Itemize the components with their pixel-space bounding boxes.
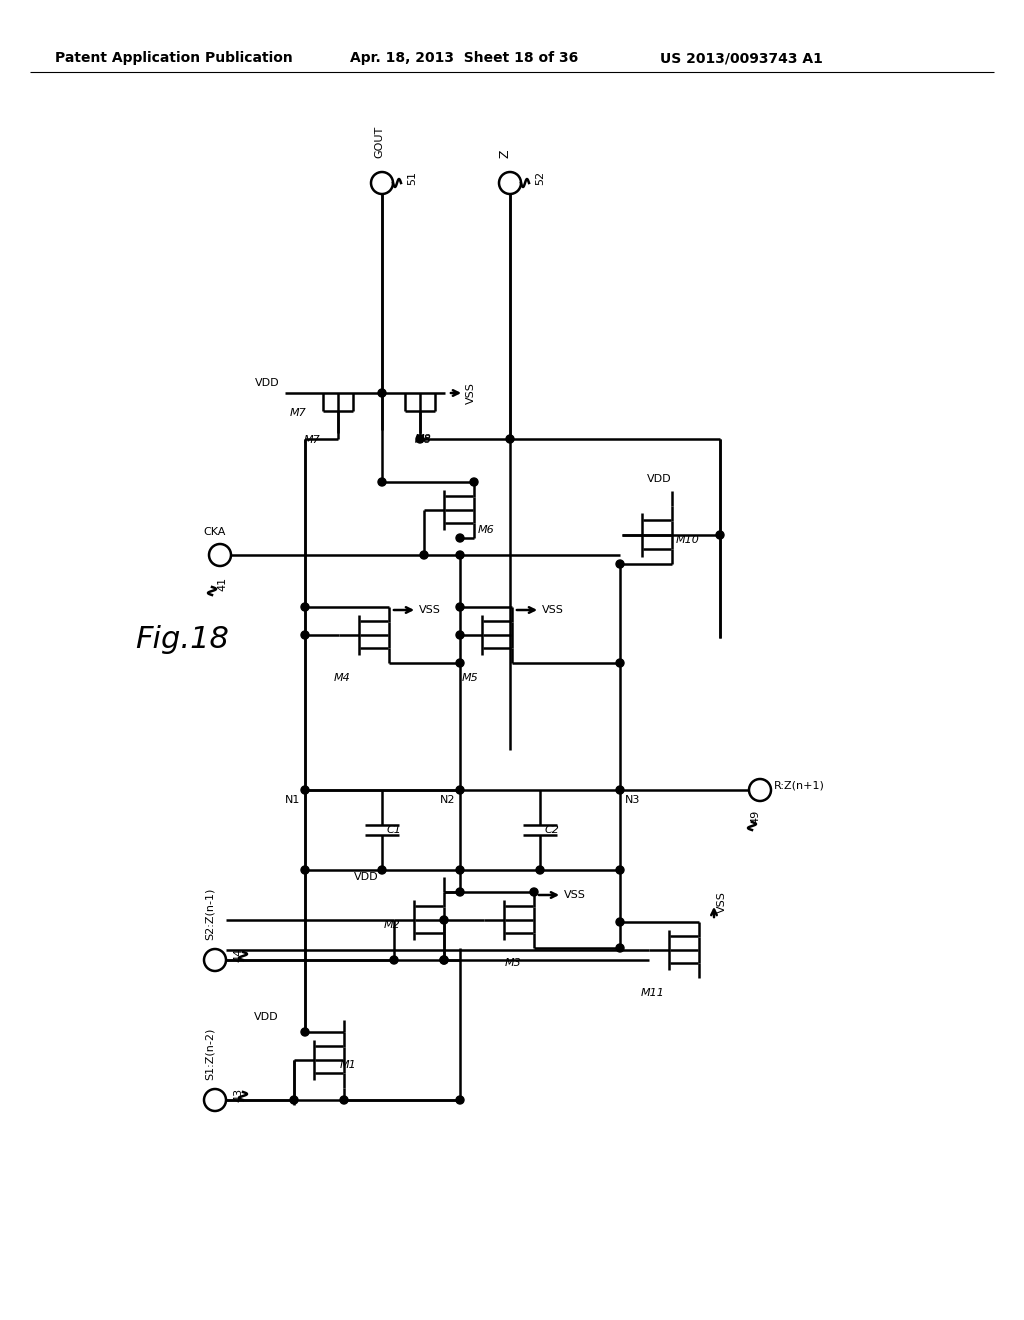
Text: M4: M4 xyxy=(333,673,350,682)
Text: N2: N2 xyxy=(439,795,455,805)
Circle shape xyxy=(416,436,424,444)
Text: VSS: VSS xyxy=(542,605,564,615)
Text: M7: M7 xyxy=(289,408,306,418)
Circle shape xyxy=(716,531,724,539)
Text: M11: M11 xyxy=(641,987,665,998)
Circle shape xyxy=(456,888,464,896)
Text: VSS: VSS xyxy=(564,890,586,900)
Text: M3: M3 xyxy=(505,958,522,968)
Circle shape xyxy=(616,659,624,667)
Text: M10: M10 xyxy=(676,535,699,545)
Text: 52: 52 xyxy=(535,170,545,185)
Circle shape xyxy=(290,1096,298,1104)
Text: VDD: VDD xyxy=(255,378,280,388)
Text: 49: 49 xyxy=(750,810,760,824)
Text: CKA: CKA xyxy=(204,527,226,537)
Text: M2: M2 xyxy=(383,920,400,931)
Circle shape xyxy=(378,478,386,486)
Text: C1: C1 xyxy=(387,825,401,836)
Text: R:Z(n+1): R:Z(n+1) xyxy=(774,780,825,789)
Circle shape xyxy=(616,944,624,952)
Circle shape xyxy=(301,631,309,639)
Text: S1:Z(n-2): S1:Z(n-2) xyxy=(205,1028,215,1080)
Circle shape xyxy=(340,1096,348,1104)
Circle shape xyxy=(530,888,538,896)
Circle shape xyxy=(470,478,478,486)
Text: 44: 44 xyxy=(233,948,243,962)
Circle shape xyxy=(456,1096,464,1104)
Text: 43: 43 xyxy=(233,1088,243,1102)
Text: M5: M5 xyxy=(461,673,478,682)
Circle shape xyxy=(616,866,624,874)
Text: VSS: VSS xyxy=(717,891,727,913)
Circle shape xyxy=(456,550,464,558)
Text: 41: 41 xyxy=(217,577,227,591)
Circle shape xyxy=(440,956,449,964)
Text: M8: M8 xyxy=(415,434,432,444)
Text: C2: C2 xyxy=(545,825,560,836)
Text: VDD: VDD xyxy=(354,873,379,882)
Circle shape xyxy=(301,785,309,795)
Circle shape xyxy=(301,866,309,874)
Circle shape xyxy=(440,956,449,964)
Circle shape xyxy=(456,866,464,874)
Text: VDD: VDD xyxy=(254,1012,279,1022)
Circle shape xyxy=(616,785,624,795)
Circle shape xyxy=(390,956,398,964)
Text: VDD: VDD xyxy=(647,474,672,484)
Text: US 2013/0093743 A1: US 2013/0093743 A1 xyxy=(660,51,823,65)
Text: Fig.18: Fig.18 xyxy=(135,626,229,655)
Text: M1: M1 xyxy=(340,1060,356,1071)
Circle shape xyxy=(456,659,464,667)
Text: Patent Application Publication: Patent Application Publication xyxy=(55,51,293,65)
Circle shape xyxy=(301,603,309,611)
Text: N1: N1 xyxy=(285,795,300,805)
Circle shape xyxy=(420,550,428,558)
Text: M7: M7 xyxy=(303,436,319,445)
Circle shape xyxy=(616,917,624,927)
Circle shape xyxy=(456,603,464,611)
Text: Z: Z xyxy=(499,149,512,158)
Text: GOUT: GOUT xyxy=(374,125,384,158)
Text: S2:Z(n-1): S2:Z(n-1) xyxy=(205,887,215,940)
Circle shape xyxy=(616,560,624,568)
Circle shape xyxy=(506,436,514,444)
Circle shape xyxy=(378,389,386,397)
Text: VSS: VSS xyxy=(466,381,476,404)
Circle shape xyxy=(440,916,449,924)
Text: VSS: VSS xyxy=(419,605,441,615)
Text: Apr. 18, 2013  Sheet 18 of 36: Apr. 18, 2013 Sheet 18 of 36 xyxy=(350,51,579,65)
Text: M6: M6 xyxy=(478,525,495,535)
Circle shape xyxy=(456,785,464,795)
Circle shape xyxy=(456,535,464,543)
Circle shape xyxy=(536,866,544,874)
Circle shape xyxy=(301,1028,309,1036)
Circle shape xyxy=(456,631,464,639)
Circle shape xyxy=(378,866,386,874)
Text: M8: M8 xyxy=(415,436,432,445)
Text: 51: 51 xyxy=(407,172,417,185)
Text: N3: N3 xyxy=(625,795,640,805)
